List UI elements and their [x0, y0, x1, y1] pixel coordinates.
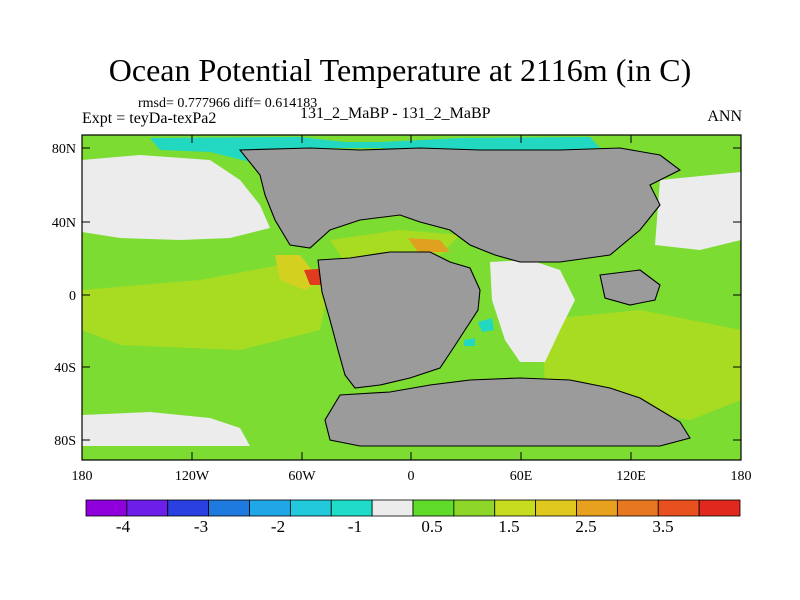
- lat-tick-label: 80S: [54, 434, 76, 449]
- coastline: [317, 251, 481, 389]
- colorbar-label: 0.5: [421, 517, 442, 536]
- lon-tick-label: 0: [408, 469, 415, 484]
- colorbar-swatch: [371, 499, 414, 517]
- lon-tick-label: 60W: [288, 469, 316, 484]
- plot-title: Ocean Potential Temperature at 2116m (in…: [108, 52, 692, 88]
- anomaly-region-orange: [408, 238, 450, 252]
- experiment-label: Expt = teyDa-texPa2: [82, 110, 217, 127]
- colorbar-swatch: [330, 499, 373, 517]
- lat-tick-label: 40S: [54, 361, 76, 376]
- longitude-axis: 180 120W 60W 0 60E 120E 180: [72, 135, 752, 484]
- colorbar-swatch: [616, 499, 659, 517]
- lon-tick-label: 120W: [175, 469, 210, 484]
- landmass-central: [318, 252, 480, 388]
- lat-tick-label: 40N: [52, 216, 76, 231]
- colorbar-label: 1.5: [498, 517, 519, 536]
- lon-tick-label: 60E: [510, 469, 533, 484]
- lon-tick-label: 120E: [616, 469, 646, 484]
- colorbar-swatch: [167, 499, 210, 517]
- landmass-north: [240, 148, 680, 262]
- cold-region-small: [478, 318, 494, 332]
- near-zero-region-east-atlantic: [490, 260, 575, 362]
- colorbar-label: -2: [271, 517, 285, 536]
- colorbar-swatch: [453, 499, 496, 517]
- stats-text: rmsd= 0.777966 diff= 0.614183: [138, 96, 318, 111]
- landmass-east-strip: [600, 270, 660, 305]
- colorbar-label: -3: [194, 517, 208, 536]
- colorbar: -4 -3 -2 -1 0.5 1.5 2.5 3.5: [85, 499, 741, 536]
- colorbar-swatch: [85, 499, 128, 517]
- colorbar-swatch: [657, 499, 700, 517]
- coastlines: [238, 147, 691, 447]
- colorbar-swatch: [249, 499, 291, 517]
- near-zero-region-nw-pacific: [655, 172, 741, 250]
- coastline: [599, 269, 661, 306]
- colorbar-swatch: [412, 499, 455, 517]
- colorbar-swatch: [494, 499, 537, 517]
- colorbar-swatch: [698, 499, 741, 517]
- colorbar-swatch: [208, 499, 250, 517]
- coastline: [324, 377, 691, 447]
- near-zero-region-north-pacific: [82, 155, 270, 240]
- cold-region-small: [464, 338, 475, 346]
- latitude-axis: 80N 40N 0 40S 80S: [52, 142, 741, 449]
- map-panel: [81, 134, 742, 461]
- near-zero-region-south-pacific: [82, 412, 250, 446]
- colorbar-swatch: [289, 499, 332, 517]
- colorbar-label: 3.5: [652, 517, 673, 536]
- lon-tick-label: 180: [731, 469, 752, 484]
- colorbar-swatch: [576, 499, 618, 517]
- lat-tick-label: 0: [69, 289, 76, 304]
- anomaly-region-yellowgreen: [82, 265, 330, 350]
- coastline: [238, 147, 682, 263]
- colorbar-label: -1: [348, 517, 362, 536]
- lon-tick-label: 180: [72, 469, 93, 484]
- colorbar-label: -4: [116, 517, 131, 536]
- landmass-south: [325, 378, 690, 446]
- colorbar-swatch: [535, 499, 577, 517]
- colorbar-label: 2.5: [575, 517, 596, 536]
- colorbar-swatch: [126, 499, 169, 517]
- season-label: ANN: [707, 108, 742, 125]
- period-label: 131_2_MaBP - 131_2_MaBP: [300, 105, 491, 122]
- lat-tick-label: 80N: [52, 142, 76, 157]
